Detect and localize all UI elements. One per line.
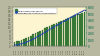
Legend: Population desservie, Nombre de stations d'epuration: Population desservie, Nombre de stations… (14, 9, 57, 14)
Bar (81, 14, 83, 46)
Bar (53, 25, 55, 46)
Bar (56, 23, 57, 46)
Bar (32, 35, 34, 46)
Bar (58, 23, 60, 46)
Bar (67, 19, 69, 46)
Bar (70, 18, 71, 46)
Bar (72, 17, 74, 46)
Bar (16, 42, 18, 46)
Bar (28, 37, 29, 46)
Bar (23, 39, 25, 46)
Bar (63, 21, 64, 46)
Bar (77, 15, 78, 46)
Bar (46, 28, 48, 46)
Bar (18, 41, 20, 46)
Bar (30, 36, 32, 46)
Bar (37, 33, 39, 46)
Bar (74, 16, 76, 46)
Bar (35, 34, 36, 46)
Bar (51, 26, 53, 46)
Bar (39, 31, 41, 46)
Bar (84, 13, 86, 46)
Bar (20, 40, 22, 46)
Bar (60, 22, 62, 46)
Bar (42, 30, 43, 46)
Bar (65, 20, 67, 46)
Bar (14, 42, 15, 46)
Bar (25, 38, 27, 46)
Bar (79, 14, 81, 46)
Bar (44, 29, 46, 46)
Bar (49, 27, 50, 46)
